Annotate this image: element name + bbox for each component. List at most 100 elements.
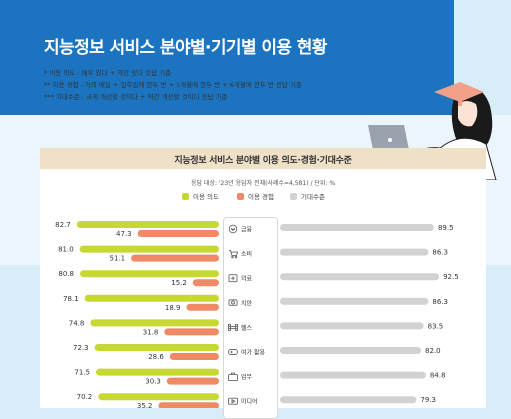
bar-experience	[186, 303, 219, 311]
bar-expectation	[280, 224, 434, 231]
value-label-experience: 15.2	[171, 279, 187, 287]
legend-label-expectation: 기대수준	[301, 193, 325, 201]
category-label: 업무	[241, 373, 253, 381]
page-title: 지능정보 서비스 분야별·기기별 이용 현황	[44, 38, 327, 58]
health-icon	[228, 323, 238, 331]
legend-item-experience: 이용 경험	[237, 191, 274, 201]
value-label-experience: 51.1	[110, 255, 126, 263]
note-experience: ** 이용 경험 : 거의 매일 + 일주일에 한두 번 + 1개월에 한두 번…	[44, 81, 302, 89]
bar-intent	[94, 344, 219, 351]
value-label-intent: 78.1	[63, 295, 79, 303]
leisure-icon	[228, 349, 238, 355]
value-label-intent: 70.2	[77, 393, 93, 401]
value-label-intent: 82.7	[55, 221, 71, 229]
category-label: 치안	[241, 299, 253, 307]
play-mark	[231, 398, 236, 404]
bar-intent	[76, 221, 219, 228]
dumbbell-weight	[228, 323, 231, 331]
chart-svg: 82.7 47.3 89.5 금융 81.0 51.1 86.3 소비 80.8 15.2 92.5…	[55, 221, 459, 408]
legend-label-intent: 이용 의도	[193, 193, 219, 201]
bar-experience	[158, 402, 219, 408]
category-label: 여가 활용	[241, 349, 265, 357]
bar-experience	[164, 328, 219, 336]
kit-box	[228, 274, 238, 283]
value-label-experience: 28.6	[148, 353, 164, 361]
bar-intent	[96, 368, 219, 376]
value-label-experience: 30.3	[145, 378, 161, 386]
value-label-experience: 35.2	[137, 402, 153, 408]
bar-expectation	[280, 297, 429, 305]
chart-title: 지능정보 서비스 분야별 이용 의도·경험·기대수준	[174, 156, 352, 166]
gamepad-dpad	[230, 351, 233, 353]
briefcase-body	[228, 374, 238, 382]
value-label-expectation: 82.0	[425, 347, 441, 355]
cross-mark	[231, 276, 235, 281]
legend-label-experience: 이용 경험	[248, 193, 274, 201]
value-label-intent: 72.3	[73, 344, 89, 352]
bar-experience	[131, 254, 219, 262]
chart-title-bar: 지능정보 서비스 분야별 이용 의도·경험·기대수준	[40, 148, 486, 169]
dumbbell-weight	[235, 323, 238, 331]
bar-experience	[137, 230, 219, 237]
legend-swatch-experience	[237, 192, 244, 200]
value-label-intent: 74.8	[69, 319, 85, 327]
bar-intent	[98, 393, 219, 401]
gamepad-body	[228, 349, 238, 355]
value-label-experience: 47.3	[116, 230, 132, 238]
legend-swatch-expectation	[290, 192, 297, 200]
cart-body	[229, 250, 239, 257]
bar-intent	[90, 319, 220, 327]
work-icon	[228, 372, 238, 382]
value-label-intent: 81.0	[58, 246, 74, 254]
category-label: 의료	[241, 275, 253, 283]
value-label-expectation: 92.5	[443, 273, 459, 281]
screen-frame	[228, 397, 238, 405]
briefcase-handle	[231, 372, 235, 375]
legend-item-intent: 이용 의도	[182, 191, 219, 201]
value-label-expectation: 86.3	[432, 249, 448, 257]
bar-experience	[166, 377, 219, 385]
category-column	[223, 217, 278, 419]
category-label: 소비	[241, 250, 252, 258]
bar-expectation	[280, 371, 426, 379]
value-label-intent: 80.8	[58, 270, 74, 278]
media-icon	[228, 397, 238, 405]
value-label-expectation: 83.5	[428, 322, 444, 330]
bar-experience	[192, 279, 219, 287]
bar-expectation	[280, 273, 440, 281]
dumbbell-bar	[228, 325, 238, 329]
value-label-experience: 18.9	[165, 304, 181, 312]
value-label-intent: 71.5	[74, 369, 90, 377]
value-label-expectation: 86.3	[432, 298, 448, 306]
bar-experience	[169, 353, 219, 360]
security-icon	[228, 299, 238, 306]
value-label-expectation: 84.8	[430, 372, 446, 380]
bar-expectation	[280, 248, 429, 256]
coin-shape	[228, 224, 238, 234]
legend-swatch-intent	[182, 192, 189, 200]
value-label-expectation: 89.5	[438, 224, 454, 232]
bar-intent	[79, 245, 220, 253]
bar-expectation	[280, 347, 422, 354]
bar-intent	[80, 270, 219, 278]
category-label: 금융	[241, 227, 253, 234]
finance-icon	[228, 224, 238, 234]
bar-intent	[84, 294, 219, 302]
won-mark	[231, 227, 235, 232]
chart-subnote: 응답 대상: '23년 응답자 전체(사례수=4,581) / 단위: %	[190, 180, 336, 187]
bar-expectation	[280, 322, 424, 330]
header-banner: 지능정보 서비스 분야별·기기별 이용 현황	[0, 0, 454, 115]
cart-wheel	[234, 255, 238, 259]
value-label-expectation: 79.3	[420, 396, 436, 404]
legend-item-expectation: 기대수준	[290, 191, 325, 201]
note-expectation: *** 기대수준 : 크게 개선할 것이다 + 약간 개선할 것이다 응답 기준	[44, 93, 228, 101]
chart-panel: 지능정보 서비스 분야별 이용 의도·경험·기대수준 응답 대상: '23년 응…	[40, 148, 486, 419]
note-intent: * 이용 의도 : 매우 있다 + 약간 있다 응답 기준	[44, 69, 172, 77]
cart-wheel	[231, 255, 234, 259]
medical-icon	[228, 274, 238, 283]
value-label-experience: 31.8	[143, 328, 159, 336]
camera-lens	[231, 300, 235, 305]
camera-body	[228, 299, 238, 306]
category-label: 헬스	[241, 324, 253, 332]
shopping-icon	[229, 250, 239, 259]
